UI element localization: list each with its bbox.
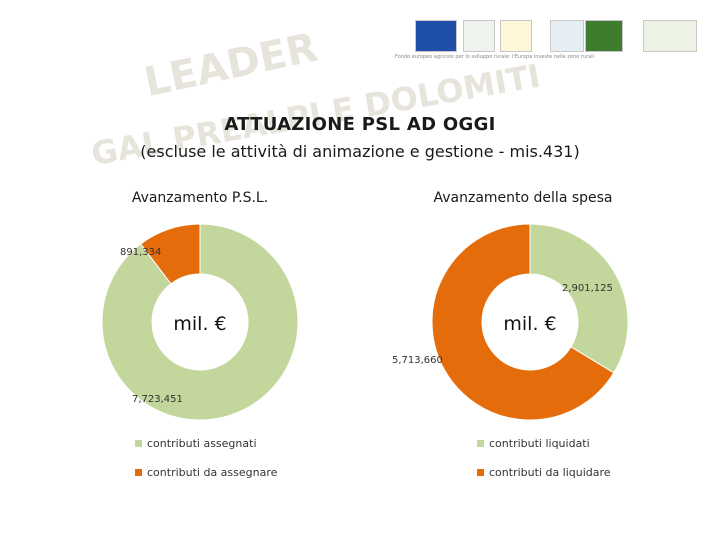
donut-0-slice-1 bbox=[139, 223, 201, 285]
chart-title-psl: Avanzamento P.S.L. bbox=[131, 190, 269, 206]
donut-0-slice-0 bbox=[101, 223, 299, 421]
legend-swatch-1-0 bbox=[477, 440, 484, 447]
leader-logo bbox=[550, 20, 584, 52]
donut-1-data-label-1: 5,713,660 bbox=[392, 355, 443, 366]
legend-label-1-1: contributi da liquidare bbox=[489, 466, 611, 479]
logo-caption: Fondo europeo agricolo per lo sviluppo r… bbox=[395, 54, 595, 60]
donut-1-center-label: mil. € bbox=[503, 313, 556, 335]
logo-strip: Fondo europeo agricolo per lo sviluppo r… bbox=[395, 14, 705, 74]
legend-swatch-1-1 bbox=[477, 469, 484, 476]
legend-label-0-0: contributi assegnati bbox=[147, 437, 257, 450]
leaf-logo bbox=[585, 20, 623, 52]
legend-item-1-1: contributi da liquidare bbox=[477, 466, 611, 479]
legend-label-0-1: contributi da assegnare bbox=[147, 466, 278, 479]
donut-1-data-label-0: 2,901,125 bbox=[562, 283, 613, 294]
legend-swatch-0-1 bbox=[135, 469, 142, 476]
page-subtitle: (escluse le attività di animazione e ges… bbox=[140, 142, 580, 161]
veneto-region-logo bbox=[500, 20, 532, 52]
donut-1-slice-1 bbox=[431, 223, 615, 421]
page-title: ATTUAZIONE PSL AD OGGI bbox=[224, 114, 496, 135]
donut-1-slice-0 bbox=[529, 223, 629, 374]
donut-0-data-label-0: 7,723,451 bbox=[132, 394, 183, 405]
legend-swatch-0-0 bbox=[135, 440, 142, 447]
legend-item-0-0: contributi assegnati bbox=[135, 437, 257, 450]
italy-emblem-logo bbox=[463, 20, 495, 52]
gal-logo bbox=[643, 20, 697, 52]
donut-0-data-label-1: 891,334 bbox=[120, 247, 161, 258]
chart-title-spesa: Avanzamento della spesa bbox=[433, 190, 613, 206]
legend-item-1-0: contributi liquidati bbox=[477, 437, 590, 450]
legend-label-1-0: contributi liquidati bbox=[489, 437, 590, 450]
eu-flag-logo bbox=[415, 20, 457, 52]
donut-0-center-label: mil. € bbox=[173, 313, 226, 335]
legend-item-0-1: contributi da assegnare bbox=[135, 466, 277, 479]
